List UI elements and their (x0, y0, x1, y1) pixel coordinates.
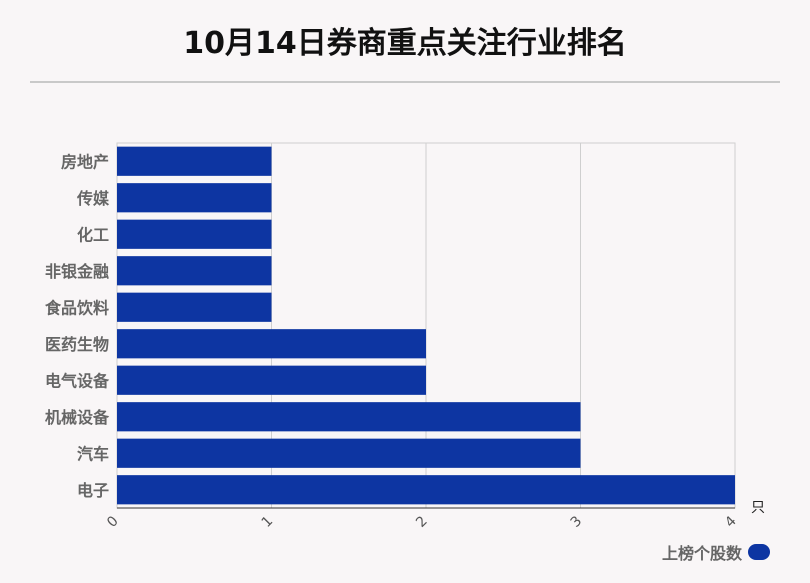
title-divider (30, 81, 780, 83)
bar (117, 256, 272, 286)
legend-label: 上榜个股数 (661, 544, 742, 563)
category-label: 食品饮料 (44, 298, 109, 317)
bar (117, 402, 581, 432)
category-label: 传媒 (76, 189, 110, 208)
bar (117, 219, 272, 249)
x-tick-label: 3 (568, 513, 586, 531)
category-label: 电气设备 (45, 371, 110, 390)
category-label: 非银金融 (45, 262, 109, 281)
x-tick-label: 4 (722, 513, 740, 531)
category-label: 汽车 (77, 444, 109, 463)
category-label: 机械设备 (45, 408, 110, 427)
x-tick-label: 1 (259, 513, 277, 531)
legend-swatch (748, 544, 770, 560)
bar (117, 329, 426, 359)
bar (117, 365, 426, 395)
x-tick-label: 0 (104, 513, 122, 531)
bar (117, 475, 735, 505)
legend: 上榜个股数 (662, 540, 770, 564)
bar (117, 438, 581, 468)
x-axis-unit: 只 (751, 500, 765, 516)
category-label: 房地产 (61, 152, 109, 171)
category-label: 医药生物 (45, 335, 109, 354)
bar (117, 292, 272, 322)
x-tick-label: 2 (413, 513, 431, 531)
category-label: 电子 (77, 481, 109, 500)
bar (117, 146, 272, 176)
category-label: 化工 (77, 225, 109, 244)
bar (117, 183, 272, 213)
chart-title: 10月14日券商重点关注行业排名 (183, 26, 627, 61)
